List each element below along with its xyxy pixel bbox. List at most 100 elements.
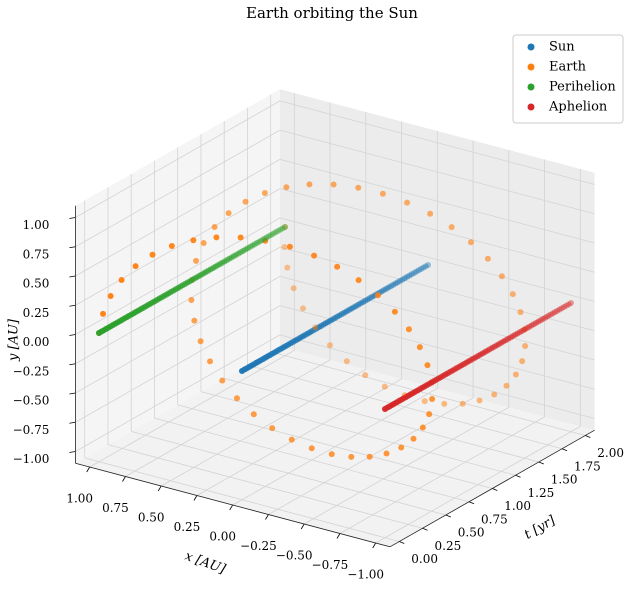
legend-marker (527, 103, 535, 111)
x-tick-label: −0.75 (312, 558, 349, 572)
point (242, 198, 249, 205)
legend-marker (527, 43, 535, 51)
point (406, 272, 413, 279)
y-tick (69, 392, 76, 395)
point (100, 310, 107, 317)
point (441, 400, 448, 407)
grid-line (75, 188, 281, 306)
y-tick (69, 363, 76, 366)
axis-line (75, 462, 391, 548)
point (132, 263, 139, 270)
point (288, 436, 295, 443)
chart-title: Earth orbiting the Sun (246, 4, 418, 22)
point (193, 257, 200, 264)
panes: −1.00−0.75−0.50−0.250.000.250.500.751.00… (13, 89, 624, 582)
point (556, 306, 563, 313)
legend-box (512, 34, 624, 124)
point (519, 358, 526, 365)
point (379, 190, 386, 197)
legend: Sun Earth Perihelion Aphelion (512, 34, 624, 124)
point (250, 411, 257, 418)
axis-line (389, 429, 595, 548)
point (484, 255, 491, 262)
t-tick-label: 2.00 (597, 446, 624, 460)
point (551, 309, 558, 316)
point (197, 338, 204, 345)
point (362, 372, 369, 379)
t-tick (468, 501, 475, 505)
point (312, 324, 319, 331)
y-tick (69, 217, 76, 219)
t-tick (561, 448, 568, 452)
t-axis-label: t [yr] (522, 513, 559, 543)
point (219, 377, 226, 384)
point (283, 184, 290, 191)
point (311, 252, 318, 259)
point (405, 326, 412, 333)
point (355, 184, 362, 191)
t-tick-label: 1.50 (551, 473, 578, 487)
point (300, 305, 307, 312)
point (408, 271, 415, 278)
point (326, 342, 333, 349)
point (268, 231, 275, 238)
point (401, 275, 408, 282)
point (399, 276, 406, 283)
point (448, 224, 455, 231)
plot-area (96, 181, 574, 460)
grid-line (154, 417, 470, 503)
grid-line (107, 444, 423, 529)
y-tick-label: 0.25 (23, 306, 50, 320)
grid-line (75, 100, 281, 218)
point (381, 383, 388, 390)
point (261, 190, 268, 197)
legend-label: Aphelion (548, 100, 608, 115)
grid-line (177, 404, 493, 489)
point (107, 293, 114, 300)
point (416, 344, 423, 351)
point (411, 269, 418, 276)
point (374, 292, 381, 299)
y-tick-label: 0.75 (23, 247, 50, 261)
point (422, 263, 429, 270)
x-tick (86, 466, 91, 473)
y-tick-label: −0.50 (13, 394, 50, 408)
point (269, 425, 276, 432)
point (426, 411, 433, 418)
point (565, 301, 572, 308)
y-tick (69, 246, 76, 249)
point (328, 451, 335, 458)
point (286, 243, 293, 250)
x-tick (372, 542, 377, 549)
point (168, 243, 175, 250)
point (517, 309, 524, 316)
t-tick-label: 0.50 (458, 526, 485, 540)
y-tick (69, 451, 76, 453)
grid-line (84, 457, 400, 542)
point (188, 297, 195, 304)
point (512, 371, 519, 378)
point (272, 229, 279, 236)
y-tick (69, 304, 76, 307)
point (509, 291, 516, 298)
x-tick (122, 476, 126, 482)
point (561, 303, 568, 310)
t-tick-label: 0.25 (435, 539, 462, 553)
point (498, 273, 505, 280)
point (281, 244, 288, 251)
grid-line (224, 378, 539, 463)
point (410, 435, 417, 442)
point (476, 397, 483, 404)
point (391, 308, 398, 315)
point (233, 395, 240, 402)
t-tick-label: 0.75 (481, 512, 508, 526)
point (413, 268, 420, 275)
point (265, 233, 272, 240)
y-tick-label: 1.00 (23, 218, 50, 232)
point (200, 240, 207, 247)
point (263, 234, 270, 241)
grid-line (279, 188, 595, 273)
point (404, 199, 411, 206)
point (421, 398, 428, 405)
x-tick-label: 0.75 (102, 501, 129, 515)
